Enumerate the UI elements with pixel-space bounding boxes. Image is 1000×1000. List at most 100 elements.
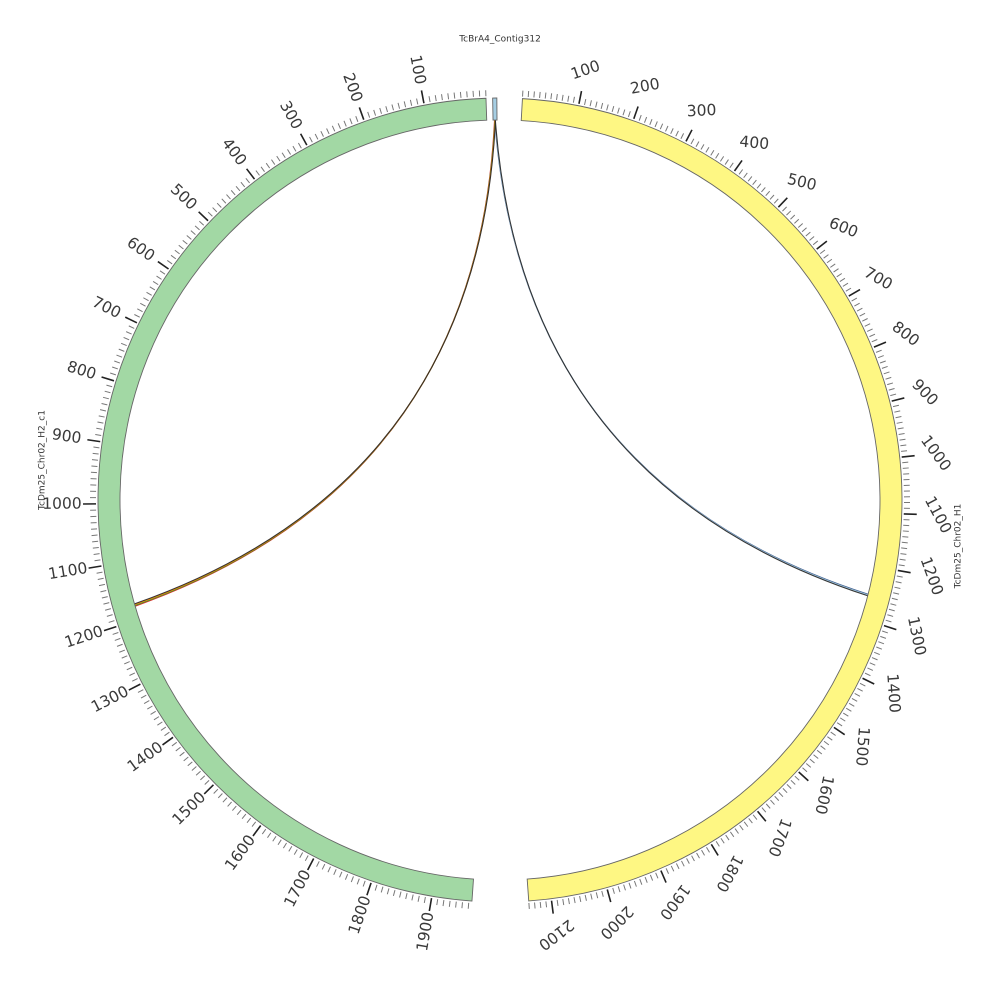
- minor-tick: [773, 198, 779, 204]
- minor-tick: [441, 94, 443, 101]
- minor-tick: [92, 540, 99, 543]
- minor-tick: [715, 841, 720, 847]
- minor-tick: [272, 835, 277, 842]
- minor-tick: [885, 619, 892, 623]
- minor-tick: [391, 104, 394, 111]
- minor-tick: [756, 183, 762, 189]
- minor-tick: [448, 900, 451, 907]
- minor-tick: [639, 878, 643, 885]
- minor-tick: [91, 534, 98, 537]
- minor-tick: [869, 333, 876, 338]
- minor-tick: [213, 788, 219, 794]
- minor-tick: [670, 128, 674, 135]
- minor-tick: [562, 899, 565, 906]
- minor-tick: [287, 149, 292, 155]
- minor-tick: [805, 763, 812, 768]
- major-tick: [306, 858, 315, 871]
- tick-label-chr02_h1-1700: 1700: [764, 816, 795, 859]
- tick-label-chr02_h1-600: 600: [826, 214, 860, 242]
- minor-tick: [859, 682, 866, 687]
- minor-tick: [379, 107, 382, 114]
- minor-tick: [104, 390, 111, 394]
- minor-tick: [160, 726, 167, 731]
- minor-tick: [355, 116, 359, 122]
- minor-tick: [902, 536, 909, 538]
- major-tick: [733, 159, 743, 172]
- tick-label-chr02_h2-1500: 1500: [169, 788, 210, 829]
- minor-tick: [567, 95, 570, 102]
- minor-tick: [595, 892, 599, 899]
- minor-tick: [590, 893, 593, 900]
- minor-tick: [96, 571, 103, 574]
- minor-tick: [866, 328, 873, 332]
- minor-tick: [199, 220, 205, 226]
- minor-tick: [241, 813, 247, 820]
- minor-tick: [899, 438, 906, 441]
- minor-tick: [681, 860, 685, 867]
- minor-tick: [701, 849, 705, 856]
- major-tick: [252, 825, 262, 837]
- minor-tick: [655, 872, 659, 879]
- minor-tick: [827, 736, 833, 741]
- major-tick: [816, 240, 828, 250]
- minor-tick: [782, 206, 788, 212]
- minor-tick: [299, 852, 304, 859]
- tick-label-chr02_h1-200: 200: [629, 75, 661, 98]
- minor-tick: [715, 152, 720, 159]
- tick-label-chr02_h1-700: 700: [861, 263, 896, 293]
- minor-tick: [187, 761, 193, 767]
- minor-tick: [686, 858, 690, 864]
- minor-tick: [124, 661, 130, 665]
- minor-tick: [97, 577, 104, 580]
- minor-tick: [277, 839, 282, 845]
- minor-tick: [589, 100, 592, 107]
- minor-tick: [877, 355, 884, 359]
- minor-tick: [93, 446, 100, 449]
- minor-tick: [765, 803, 771, 809]
- minor-tick: [790, 779, 796, 785]
- minor-tick: [235, 185, 241, 192]
- minor-tick: [539, 901, 542, 909]
- minor-tick: [166, 260, 173, 265]
- tick-label-chr02_h1-1200: 1200: [917, 555, 947, 598]
- minor-tick: [118, 348, 125, 352]
- minor-tick: [839, 277, 846, 282]
- tick-label-chr02_h1-400: 400: [739, 132, 770, 153]
- link-strand: [494, 119, 868, 597]
- minor-tick: [385, 106, 388, 113]
- minor-tick: [99, 409, 107, 412]
- major-tick: [606, 889, 612, 903]
- tick-label-chr02_h1-1100: 1100: [921, 493, 955, 536]
- segment-contig312: [492, 97, 498, 121]
- major-tick: [862, 677, 875, 685]
- minor-tick: [356, 878, 360, 885]
- minor-tick: [706, 847, 710, 853]
- minor-tick: [851, 697, 858, 702]
- minor-tick: [864, 323, 871, 327]
- minor-tick: [411, 894, 414, 901]
- minor-tick: [200, 775, 206, 781]
- minor-tick: [826, 258, 833, 264]
- link-strand: [134, 120, 497, 605]
- minor-tick: [129, 672, 136, 676]
- minor-tick: [888, 608, 895, 612]
- tick-label-chr02_h1-800: 800: [889, 318, 923, 350]
- minor-tick: [743, 821, 749, 827]
- tick-label-chr02_h2-500: 500: [167, 180, 201, 213]
- minor-tick: [108, 620, 115, 623]
- minor-tick: [690, 138, 695, 145]
- minor-tick: [584, 98, 587, 106]
- tick-label-chr02_h2-1600: 1600: [221, 831, 259, 873]
- minor-tick: [729, 162, 734, 169]
- minor-tick: [752, 814, 758, 820]
- minor-tick: [232, 805, 237, 811]
- minor-tick: [695, 141, 700, 147]
- tick-label-chr02_h2-300: 300: [276, 98, 306, 133]
- major-tick: [883, 624, 897, 631]
- minor-tick: [896, 421, 903, 424]
- minor-tick: [380, 886, 384, 893]
- minor-tick: [871, 657, 878, 661]
- minor-tick: [845, 287, 852, 292]
- minor-tick: [276, 155, 281, 162]
- minor-tick: [878, 641, 885, 645]
